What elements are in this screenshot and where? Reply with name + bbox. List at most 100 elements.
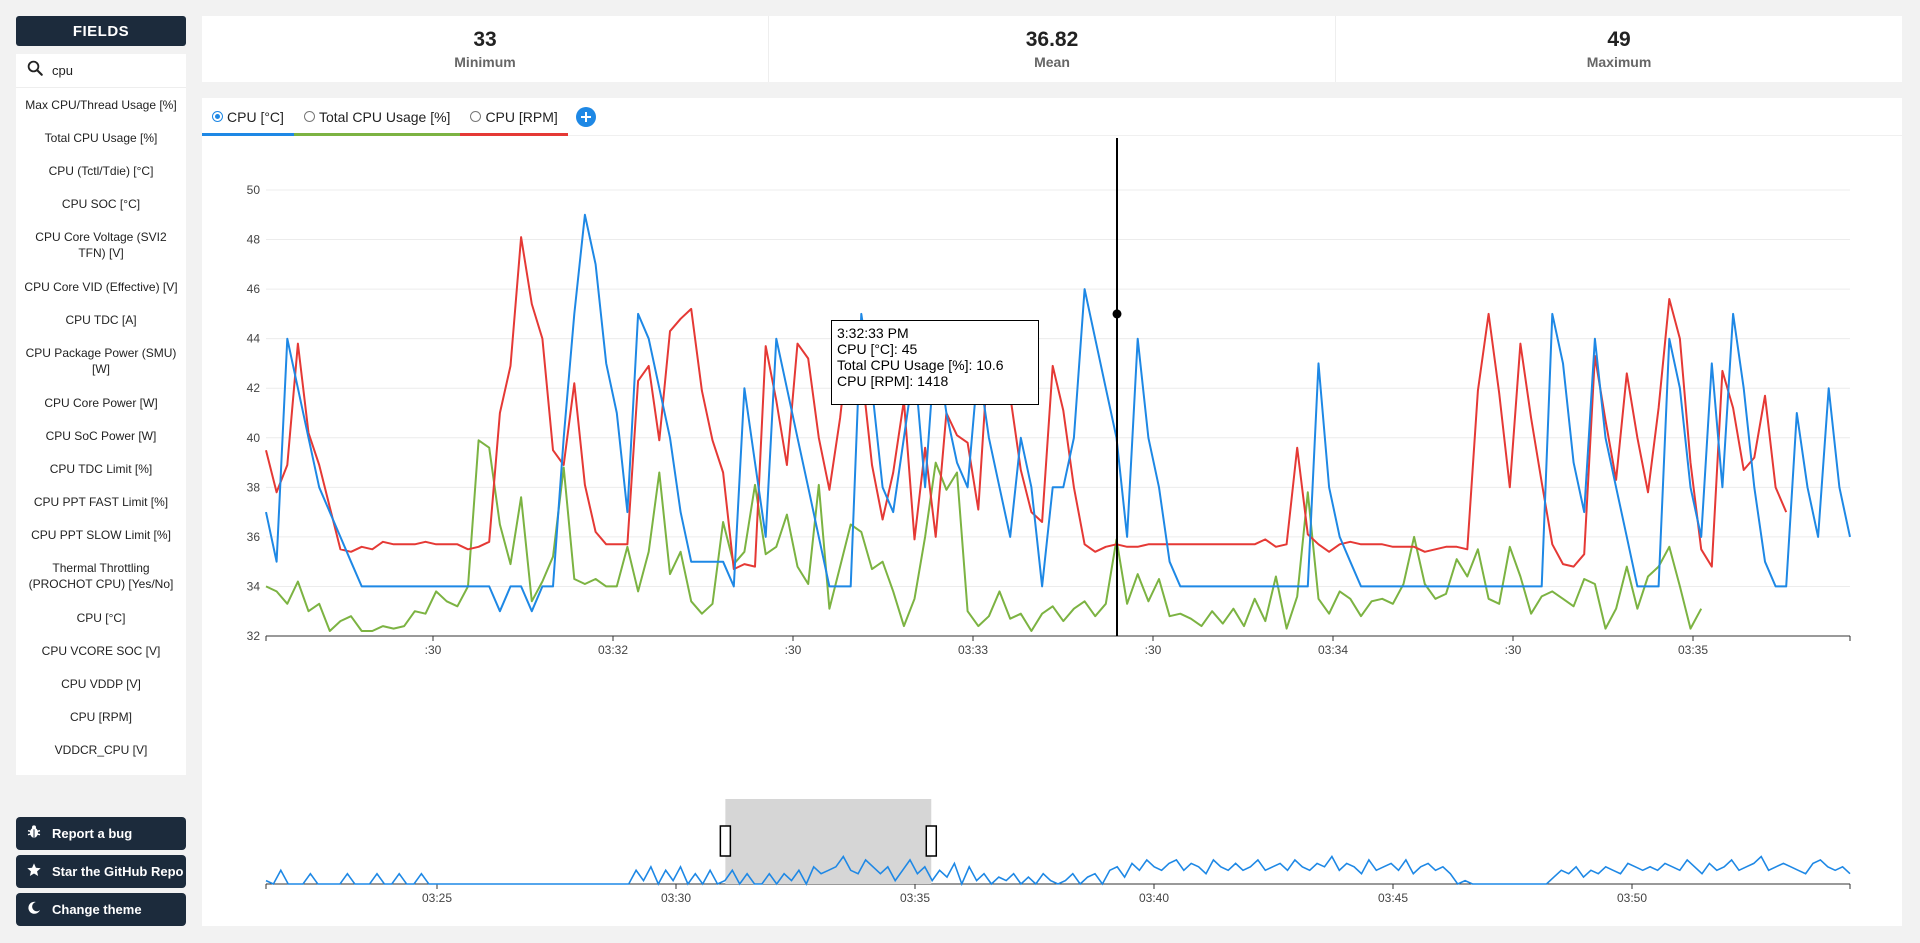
overview-x-tick-label: 03:45 [1378,891,1408,905]
tab-cpu-rpm-radio[interactable] [470,111,482,122]
x-tick-label: 03:33 [958,643,988,657]
plus-icon [580,111,591,122]
brush-handle [719,825,732,857]
change-theme-button[interactable]: Change theme [16,893,186,926]
tooltip-time: 3:32:33 PM [837,325,909,341]
field-item[interactable]: CPU PPT SLOW Limit [%] [16,518,186,551]
stat-maximum-value: 49 [1607,28,1631,51]
tab-cpu-rpm[interactable]: CPU [RPM] [460,98,568,136]
stat-mean-label: Mean [1034,54,1070,70]
field-item-label: CPU Core Power [W] [44,395,158,410]
field-item-label: CPU [RPM] [69,709,132,724]
overview-x-tick-label: 03:25 [422,891,452,905]
y-tick-label: 42 [247,381,261,395]
search-icon [26,59,44,82]
field-item[interactable]: CPU Core Power [W] [16,386,186,419]
overview-series-line [265,854,1851,887]
field-item[interactable]: VDDCR_CPU [V] [16,733,186,766]
tab-cpu-temp[interactable]: CPU [°C] [202,98,294,136]
tab-cpu-rpm-label: CPU [RPM] [485,108,558,125]
field-item-label: CPU SOC [°C] [61,196,141,211]
field-item-label: Thermal Throttling (PROCHOT CPU) [Yes/No… [28,561,174,591]
stat-minimum-value: 33 [473,28,497,51]
y-tick-label: 38 [247,480,261,494]
field-list: Max CPU/Thread Usage [%] Total CPU Usage … [16,88,186,766]
field-item[interactable]: CPU SOC [°C] [16,187,186,220]
x-tick-label: :30 [785,643,802,657]
field-item-label: VDDCR_CPU [V] [54,742,148,757]
chart-panel: CPU [°C] Total CPU Usage [%] CPU [RPM] 3… [202,98,1902,926]
moon-icon [26,900,52,919]
field-item[interactable]: CPU (Tctl/Tdie) [°C] [16,154,186,187]
field-item-label: CPU [°C] [76,610,126,625]
tab-cpu-temp-label: CPU [°C] [227,108,284,125]
field-item[interactable]: CPU [RPM] [16,700,186,733]
tab-cpu-rpm-underline [460,132,568,136]
search-row [16,54,186,88]
x-tick-label: 03:34 [1318,643,1348,657]
stat-mean: 36.82 Mean [769,16,1336,82]
field-item-label: CPU Core Voltage (SVI2 TFN) [V] [35,230,167,260]
overview-x-tick-label: 03:50 [1617,891,1647,905]
field-item[interactable]: CPU PPT FAST Limit [%] [16,485,186,518]
field-item[interactable]: CPU VDDP [V] [16,667,186,700]
field-item-label: CPU Package Power (SMU) [W] [25,346,177,376]
field-item[interactable]: Total CPU Usage [%] [16,121,186,154]
series-tabs: CPU [°C] Total CPU Usage [%] CPU [RPM] [202,98,1902,136]
tab-cpu-usage-radio[interactable] [303,111,315,122]
tab-cpu-usage-label: Total CPU Usage [%] [318,108,451,125]
y-tick-label: 44 [247,332,261,346]
field-item[interactable]: CPU Package Power (SMU) [W] [16,336,186,386]
overview-x-tick-label: 03:35 [900,891,930,905]
star-repo-label: Star the GitHub Repo [52,864,184,879]
series-line [265,213,1851,613]
cursor-point [1112,309,1122,319]
fields-header: FIELDS [16,16,186,46]
x-tick-label: :30 [1145,643,1162,657]
field-item-label: CPU PPT FAST Limit [%] [33,494,169,509]
field-item-label: CPU (Tctl/Tdie) [°C] [48,163,154,178]
y-tick-label: 50 [247,183,261,197]
stat-maximum: 49 Maximum [1336,16,1902,82]
field-item-label: CPU Core VID (Effective) [V] [24,279,178,294]
field-item[interactable]: CPU VCORE SOC [V] [16,634,186,667]
field-item[interactable]: CPU Core VID (Effective) [V] [16,270,186,303]
series-line [265,236,1788,571]
x-tick-label: 03:35 [1678,643,1708,657]
y-tick-label: 34 [247,579,261,593]
brush-handle [925,825,938,857]
y-tick-label: 46 [247,282,261,296]
field-item-label: CPU TDC Limit [%] [49,461,153,476]
field-item-label: CPU VDDP [V] [61,676,141,691]
overview-chart[interactable]: 03:25 03:30 03:35 03:40 03:45 03:50 [202,778,1902,918]
tab-cpu-usage[interactable]: Total CPU Usage [%] [293,98,461,136]
series-line [265,439,1703,632]
field-item[interactable]: CPU TDC Limit [%] [16,452,186,485]
sidebar: FIELDS Max CPU/Thread Usage [%] Total CPU… [16,16,186,775]
overview-x-tick-label: 03:30 [661,891,691,905]
field-item-label: CPU VCORE SOC [V] [41,643,161,658]
search-input[interactable] [52,63,172,78]
main-chart[interactable]: 32 34 36 38 40 42 44 46 48 50:30 03:32:30 03:33:30 0… [202,138,1902,778]
field-item[interactable]: CPU TDC [A] [16,303,186,336]
change-theme-label: Change theme [52,902,142,917]
x-tick-label: :30 [425,643,442,657]
field-item[interactable]: Thermal Throttling (PROCHOT CPU) [Yes/No… [16,551,186,601]
bug-icon [26,824,52,843]
field-item-label: Max CPU/Thread Usage [%] [25,97,177,112]
tooltip-cpu-usage: Total CPU Usage [%]: 10.6 [837,357,1004,373]
tab-cpu-temp-radio[interactable] [212,111,223,122]
y-tick-label: 32 [247,629,261,643]
star-repo-button[interactable]: Star the GitHub Repo [16,855,186,888]
tooltip-cpu-rpm: CPU [RPM]: 1418 [837,373,949,389]
stat-mean-value: 36.82 [1025,28,1079,51]
field-item-label: CPU PPT SLOW Limit [%] [31,527,171,542]
field-item[interactable]: CPU Core Voltage (SVI2 TFN) [V] [16,220,186,270]
add-series-button[interactable] [575,106,596,127]
field-item-label: CPU SoC Power [W] [45,428,157,443]
report-bug-button[interactable]: Report a bug [16,817,186,850]
tooltip-cpu-temp: CPU [°C]: 45 [837,341,918,357]
field-item[interactable]: CPU SoC Power [W] [16,419,186,452]
field-item[interactable]: Max CPU/Thread Usage [%] [16,88,186,121]
field-item[interactable]: CPU [°C] [16,601,186,634]
